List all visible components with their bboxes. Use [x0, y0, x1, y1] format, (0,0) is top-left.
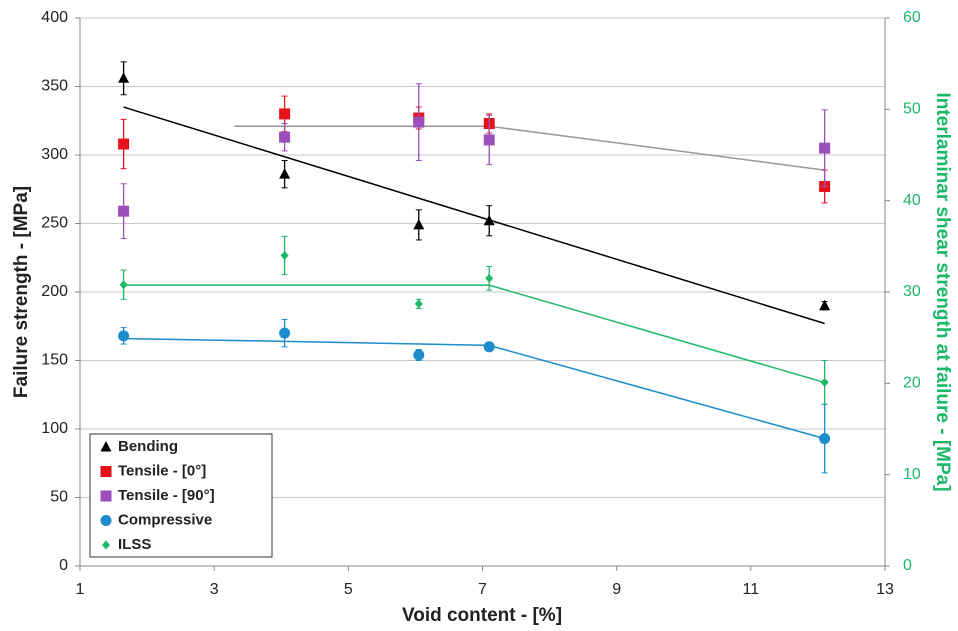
y2-tick-label: 20 — [903, 375, 921, 392]
point — [414, 299, 423, 309]
point — [280, 250, 289, 260]
x-tick-label: 3 — [210, 581, 219, 598]
point — [279, 327, 291, 339]
point — [413, 349, 425, 361]
trend-line — [123, 284, 825, 384]
point — [119, 280, 128, 290]
y2-tick-label: 30 — [903, 283, 921, 300]
y2-tick-label: 40 — [903, 192, 921, 209]
legend-marker — [100, 466, 112, 477]
point — [279, 168, 291, 179]
y-tick-label: 0 — [59, 557, 68, 574]
y2-tick-label: 0 — [903, 557, 912, 574]
point — [279, 131, 291, 143]
point — [118, 330, 130, 342]
point — [413, 116, 425, 128]
x-tick-label: 5 — [344, 581, 353, 598]
x-tick-label: 1 — [76, 581, 85, 598]
point — [279, 108, 291, 120]
y2-tick-label: 10 — [903, 466, 921, 483]
y-tick-label: 50 — [50, 489, 68, 506]
y-tick-label: 200 — [41, 283, 68, 300]
legend-label: ILSS — [118, 536, 151, 553]
point — [483, 214, 495, 226]
y-tick-label: 150 — [41, 352, 68, 369]
point — [819, 299, 831, 311]
point — [118, 72, 130, 83]
legend-marker — [100, 441, 112, 452]
legend-marker — [100, 490, 112, 502]
point — [118, 205, 130, 217]
y-tick-label: 400 — [41, 9, 68, 26]
x-axis-label: Void content - [%] — [402, 605, 562, 626]
point — [118, 138, 130, 150]
y-tick-label: 300 — [41, 146, 68, 163]
x-tick-label: 13 — [876, 581, 894, 598]
y-axis-label: Failure strength - [MPa] — [11, 186, 32, 398]
legend-label: Tensile - [90°] — [118, 487, 215, 504]
point — [820, 377, 829, 387]
y-tick-label: 350 — [41, 78, 68, 95]
point — [485, 273, 494, 283]
trend-line — [234, 125, 825, 171]
legend-marker — [100, 515, 112, 526]
y-tick-label: 250 — [41, 215, 68, 232]
legend-label: Bending — [118, 438, 178, 455]
point — [483, 341, 495, 353]
y-tick-label: 100 — [41, 420, 68, 437]
x-tick-label: 9 — [612, 581, 621, 598]
legend-label: Compressive — [118, 511, 212, 528]
y2-tick-label: 50 — [903, 101, 921, 118]
legend-box — [89, 433, 273, 558]
y2-axis-label: Interlaminar shear strength at failure -… — [932, 92, 953, 491]
trend-line — [123, 106, 825, 325]
point — [483, 134, 495, 146]
point — [413, 218, 425, 230]
y2-tick-label: 60 — [903, 9, 921, 26]
trend-line — [123, 337, 825, 440]
point — [819, 142, 831, 154]
legend-marker — [102, 540, 110, 550]
x-tick-label: 11 — [743, 581, 760, 598]
legend-label: Tensile - [0°] — [118, 462, 206, 479]
point — [819, 433, 831, 445]
x-tick-label: 7 — [478, 581, 487, 598]
